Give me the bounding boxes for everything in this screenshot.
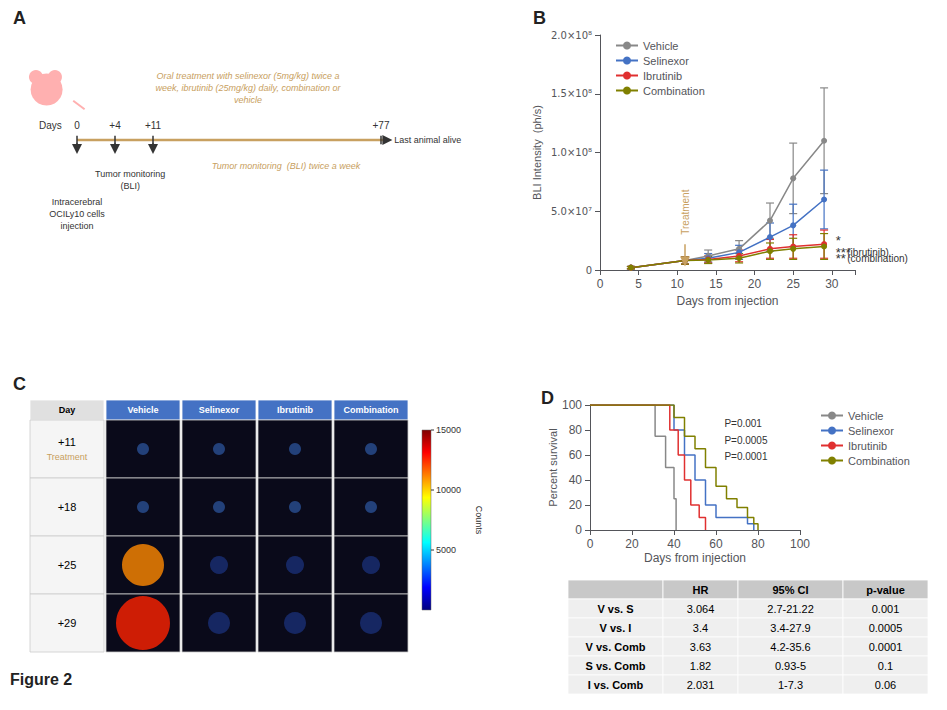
- svg-text:Combination: Combination: [344, 405, 399, 415]
- svg-text:HR: HR: [693, 584, 709, 596]
- svg-text:Ibrutinib: Ibrutinib: [848, 440, 887, 452]
- svg-text:Treatment: Treatment: [47, 452, 88, 462]
- svg-text:OCILy10 cells: OCILy10 cells: [49, 209, 105, 219]
- svg-text:25: 25: [787, 277, 801, 291]
- svg-text:0.93-5: 0.93-5: [775, 660, 806, 672]
- svg-text:week, ibrutinib (25mg/kg) dail: week, ibrutinib (25mg/kg) daily, combina…: [156, 83, 342, 93]
- svg-text:20: 20: [569, 498, 583, 512]
- svg-text:Tumor monitoring: Tumor monitoring: [95, 169, 165, 179]
- svg-text:+11: +11: [145, 120, 162, 131]
- svg-text:3.4: 3.4: [693, 622, 708, 634]
- svg-text:95% CI: 95% CI: [772, 584, 808, 596]
- svg-text:Day: Day: [59, 405, 76, 415]
- svg-text:+18: +18: [58, 501, 77, 513]
- svg-text:**: **: [836, 251, 846, 266]
- svg-text:V vs. I: V vs. I: [600, 622, 632, 634]
- svg-text:I vs. Comb: I vs. Comb: [588, 679, 644, 691]
- svg-text:Selinexor: Selinexor: [643, 55, 689, 67]
- svg-text:0: 0: [586, 265, 592, 276]
- svg-text:4.2-35.6: 4.2-35.6: [770, 641, 810, 653]
- svg-text:+77: +77: [373, 120, 390, 131]
- svg-text:1.0×10⁸: 1.0×10⁸: [551, 147, 592, 158]
- svg-text:Selinexor: Selinexor: [199, 405, 240, 415]
- svg-text:V vs. S: V vs. S: [597, 603, 633, 615]
- svg-text:Days from injection: Days from injection: [676, 294, 778, 308]
- svg-text:Intracerebral: Intracerebral: [52, 197, 103, 207]
- svg-text:Selinexor: Selinexor: [848, 425, 894, 437]
- svg-text:p-value: p-value: [866, 584, 905, 596]
- svg-text:5: 5: [635, 277, 642, 291]
- svg-text:(BLI): (BLI): [120, 181, 140, 191]
- svg-text:Ibrutinib: Ibrutinib: [277, 405, 313, 415]
- svg-text:2.031: 2.031: [687, 679, 715, 691]
- svg-text:5.0×10⁷: 5.0×10⁷: [551, 206, 592, 217]
- svg-text:Combination: Combination: [643, 85, 705, 97]
- svg-text:10: 10: [671, 277, 685, 291]
- svg-text:0.1: 0.1: [878, 660, 893, 672]
- svg-text:40: 40: [667, 537, 681, 551]
- svg-text:P=0.0001: P=0.0001: [724, 451, 768, 462]
- svg-text:20: 20: [625, 537, 639, 551]
- svg-text:80: 80: [569, 423, 583, 437]
- svg-text:60: 60: [569, 448, 583, 462]
- svg-text:Ibrutinib: Ibrutinib: [643, 70, 682, 82]
- svg-text:0.0005: 0.0005: [869, 622, 903, 634]
- svg-text:0.06: 0.06: [875, 679, 896, 691]
- svg-text:Oral treatment with selinexor: Oral treatment with selinexor (5mg/kg) t…: [156, 71, 339, 81]
- svg-text:injection: injection: [60, 221, 93, 231]
- svg-text:0: 0: [575, 523, 582, 537]
- svg-text:Percent survival: Percent survival: [547, 428, 559, 506]
- svg-text:Figure 2: Figure 2: [10, 671, 72, 688]
- svg-text:+29: +29: [58, 617, 77, 629]
- svg-text:80: 80: [751, 537, 765, 551]
- svg-text:Treatment: Treatment: [680, 189, 691, 234]
- svg-text:P=0.0005: P=0.0005: [724, 435, 768, 446]
- svg-text:40: 40: [569, 473, 583, 487]
- svg-text:100: 100: [562, 398, 582, 412]
- svg-text:0.0001: 0.0001: [869, 641, 903, 653]
- svg-text:A: A: [13, 8, 26, 28]
- svg-text:1.5×10⁸: 1.5×10⁸: [551, 88, 592, 99]
- svg-text:Tumor monitoring (BLI) twice: Tumor monitoring (BLI) twice a week: [212, 161, 361, 171]
- svg-text:0: 0: [587, 537, 594, 551]
- svg-text:100: 100: [790, 537, 810, 551]
- svg-text:BLI Intensity (ph/s): BLI Intensity (ph/s): [531, 105, 543, 200]
- svg-text:0: 0: [597, 277, 604, 291]
- svg-text:Counts: Counts: [474, 506, 484, 535]
- svg-text:0.001: 0.001: [872, 603, 900, 615]
- svg-text:C: C: [13, 374, 26, 394]
- svg-text:V vs. Comb: V vs. Comb: [586, 641, 646, 653]
- svg-text:Days from injection: Days from injection: [644, 551, 746, 565]
- svg-text:(combination): (combination): [847, 253, 908, 264]
- svg-text:D: D: [541, 388, 554, 408]
- svg-text:+25: +25: [58, 559, 77, 571]
- svg-text:1-7.3: 1-7.3: [778, 679, 803, 691]
- svg-text:vehicle: vehicle: [234, 95, 262, 105]
- svg-text:3.064: 3.064: [687, 603, 715, 615]
- svg-text:15000: 15000: [436, 425, 461, 435]
- svg-text:+11: +11: [58, 436, 76, 448]
- svg-text:S vs. Comb: S vs. Comb: [586, 660, 646, 672]
- svg-text:Days: Days: [39, 120, 62, 131]
- svg-text:B: B: [533, 8, 546, 28]
- svg-text:15: 15: [709, 277, 723, 291]
- svg-text:+4: +4: [109, 120, 121, 131]
- svg-text:30: 30: [825, 277, 839, 291]
- svg-text:60: 60: [709, 537, 723, 551]
- svg-text:3.63: 3.63: [690, 641, 711, 653]
- svg-text:2.7-21.22: 2.7-21.22: [767, 603, 813, 615]
- svg-text:0: 0: [74, 120, 80, 131]
- svg-text:Vehicle: Vehicle: [848, 410, 883, 422]
- svg-text:P=0.001: P=0.001: [724, 418, 762, 429]
- svg-text:Vehicle: Vehicle: [643, 40, 678, 52]
- svg-text:1.82: 1.82: [690, 660, 711, 672]
- svg-text:20: 20: [748, 277, 762, 291]
- svg-text:10000: 10000: [436, 485, 461, 495]
- svg-text:Last animal alive: Last animal alive: [394, 135, 461, 145]
- svg-text:3.4-27.9: 3.4-27.9: [770, 622, 810, 634]
- svg-text:2.0×10⁸: 2.0×10⁸: [551, 30, 592, 41]
- svg-text:Vehicle: Vehicle: [127, 405, 158, 415]
- svg-text:Combination: Combination: [848, 455, 910, 467]
- svg-text:5000: 5000: [436, 545, 456, 555]
